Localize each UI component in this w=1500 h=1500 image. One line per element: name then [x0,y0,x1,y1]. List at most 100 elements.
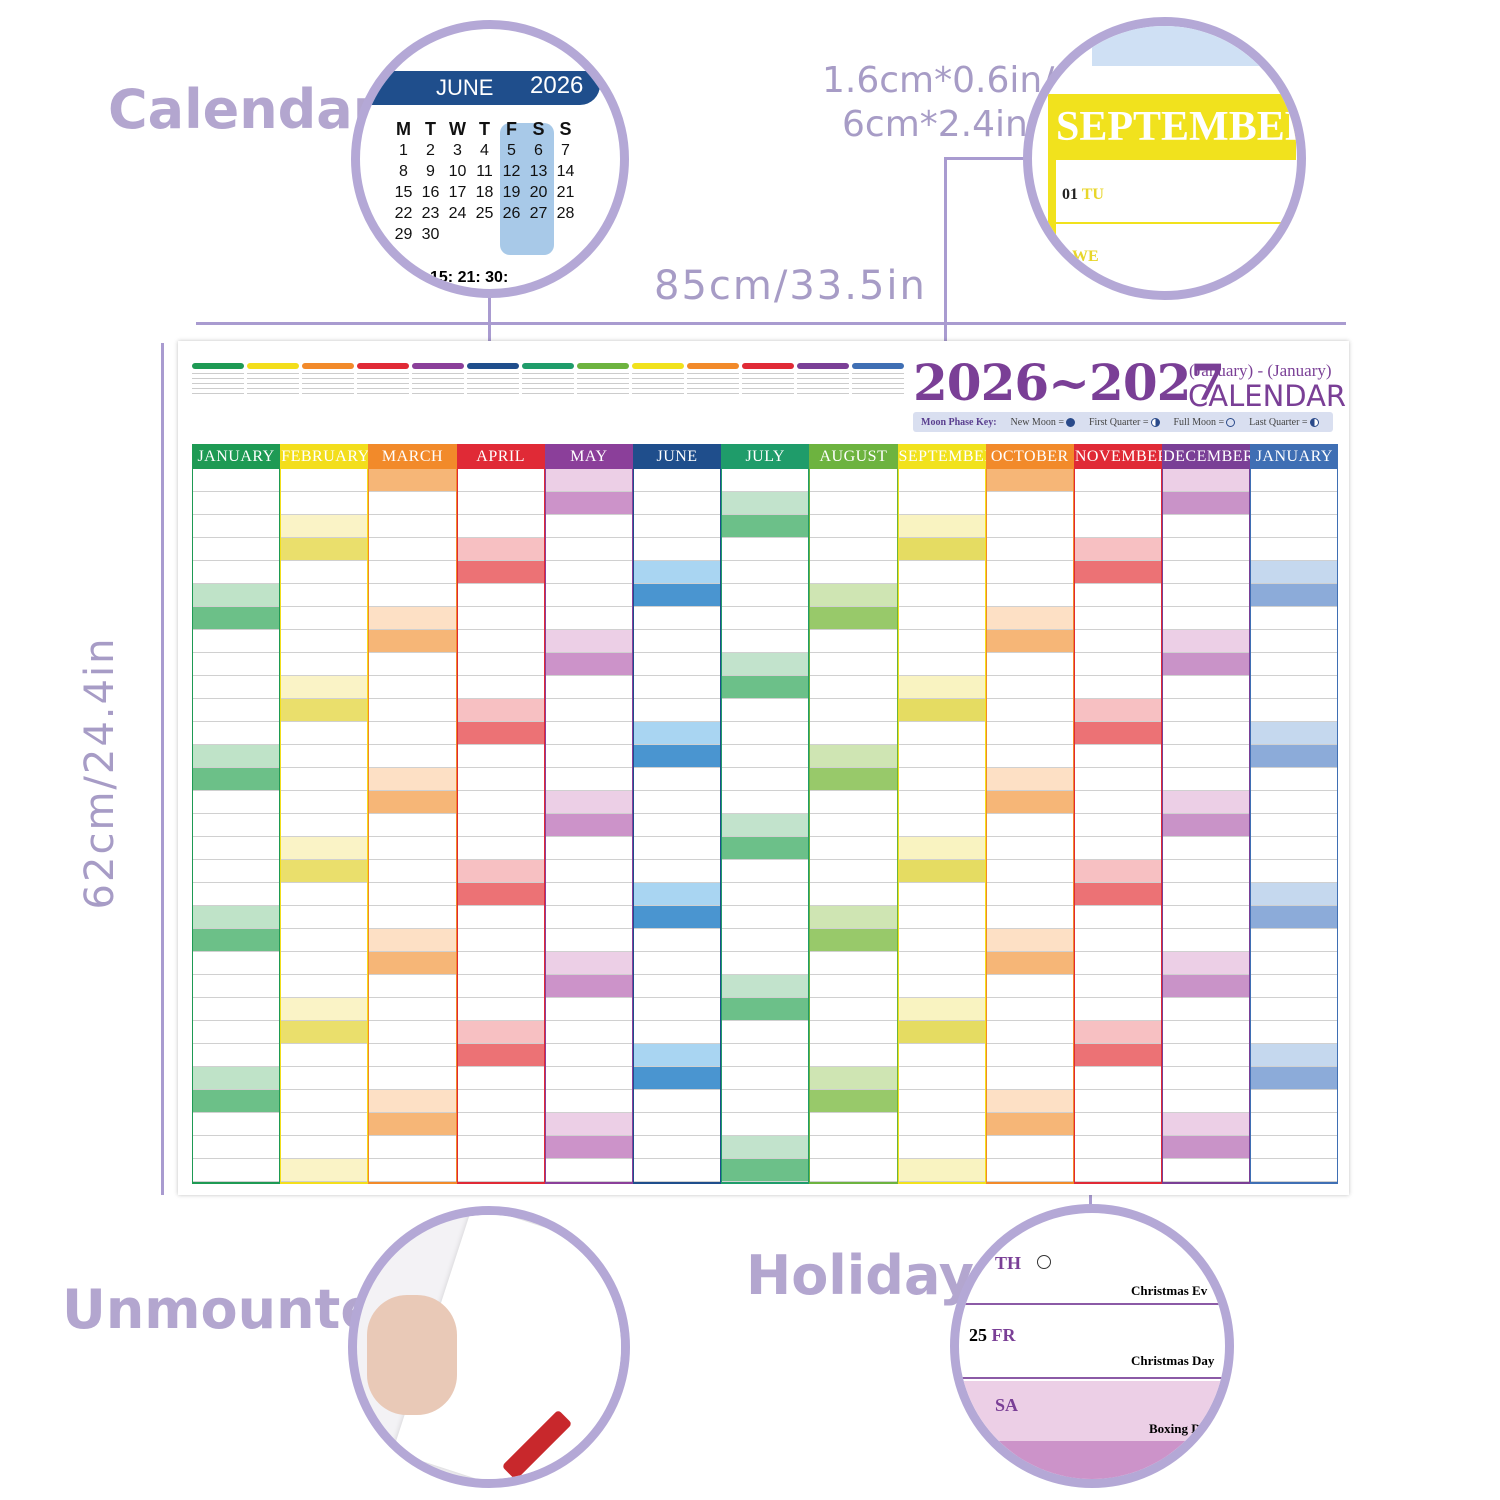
day-row [1251,1090,1338,1113]
day-row [545,883,632,906]
day-row [722,883,809,906]
day-row [281,492,368,515]
mini-calendar-row [852,373,904,374]
day-row [898,768,985,791]
day-row [545,676,632,699]
day-row [810,998,897,1021]
day-cell: 28 [556,204,575,222]
day-row [898,929,985,952]
day-row [193,1021,280,1044]
day-row [1074,1067,1162,1090]
day-row [281,1067,368,1090]
full-moon-icon [1226,417,1236,427]
week-row: 8 9 10 11 12 13 14 [390,161,579,182]
mini-calendar-row [797,378,849,379]
day-row [1251,998,1338,1021]
mini-calendar-row [577,388,629,389]
day-row [193,676,280,699]
day-row [1074,722,1162,745]
day-row [810,1159,897,1182]
mini-calendar-row [852,383,904,384]
day-row [722,906,809,929]
day-row [281,791,368,814]
day-row [1074,630,1162,653]
day-row [545,906,632,929]
mini-calendar-row [412,383,464,384]
day-row [898,1044,985,1067]
day-row [633,1044,721,1067]
day-row [369,630,456,653]
month-column: MAY [544,444,633,1184]
day-row [986,745,1073,768]
day-row [986,768,1073,791]
day-row [545,814,632,837]
day-row [633,791,721,814]
mini-calendar-row [632,373,684,374]
day-row [986,1044,1073,1067]
day-row [986,929,1073,952]
day-row [193,1159,280,1182]
day-row [810,952,897,975]
day-row [986,699,1073,722]
day-row [722,998,809,1021]
day-row [633,837,721,860]
mini-calendar-row [852,393,904,394]
day-row [193,745,280,768]
day-row [810,722,897,745]
day-row [1251,883,1338,906]
mini-calendar-row [247,373,299,374]
mini-calendar-header [357,363,409,369]
day-cell: 18 [475,183,494,201]
mini-calendar-row [247,383,299,384]
moon-key-full: Full Moon = [1174,417,1236,428]
day-row [369,561,456,584]
day-row [457,768,544,791]
day-row [545,538,632,561]
day-row [369,584,456,607]
mini-calendar-row [467,393,519,394]
day-row [633,906,721,929]
june-month: JUNE [436,75,494,100]
day-row [1251,653,1338,676]
month-column: SEPTEMBER [897,444,995,1184]
day-row [1163,1136,1250,1159]
day-row [545,515,632,538]
mini-calendar-header [852,363,904,369]
day-cell: 17 [448,183,467,201]
day-row [1074,975,1162,998]
day-row [1074,561,1162,584]
mini-calendar [632,363,684,419]
mini-calendar-row [522,388,574,389]
mini-calendar-row [742,373,794,374]
holiday-row-25: 25 FR Christmas Day [959,1307,1225,1379]
day-row [1074,469,1162,492]
june-grid: M T W T F S S 1 2 3 4 5 6 7 8 9 10 11 12 13 14 15 16 17 1… [390,119,579,245]
day-row [898,837,985,860]
day-row [369,975,456,998]
day-row [1074,860,1162,883]
day-row [810,653,897,676]
day-row [722,1090,809,1113]
day-row [1163,1113,1250,1136]
day-row [898,998,985,1021]
day-row [810,837,897,860]
day-row [1251,538,1338,561]
mini-calendar [302,363,354,419]
day-row [1251,515,1338,538]
mini-calendar-row [412,393,464,394]
day-cell: 14 [556,162,575,180]
day-row [1074,538,1162,561]
day-row [545,1159,632,1182]
holidays-zoom-circle: TH Christmas Ev 25 FR Christmas Day SA B… [950,1204,1234,1488]
day-row [810,906,897,929]
june-moon-phases: 15: 21: 30: [430,269,509,286]
day-row [193,860,280,883]
day-row [722,699,809,722]
month-columns: JANUARY FEBRUARY MARCH APRIL MAY JUNE JULY AUGU… [192,444,1339,1184]
day-row [1074,929,1162,952]
day-cell [552,224,579,245]
day-row [281,1136,368,1159]
day-row [1251,584,1338,607]
day-row [1163,929,1250,952]
day-row [193,952,280,975]
